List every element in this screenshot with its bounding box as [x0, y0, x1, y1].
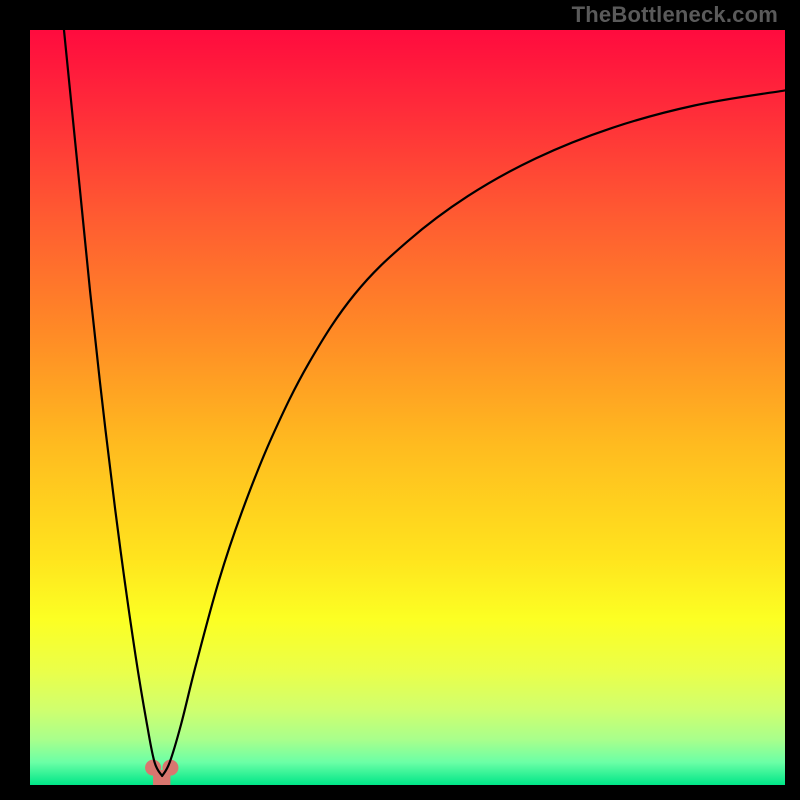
watermark-text: TheBottleneck.com [572, 2, 778, 28]
chart-svg [30, 30, 785, 785]
chart-background [30, 30, 785, 785]
chart-plot-area [30, 30, 785, 785]
